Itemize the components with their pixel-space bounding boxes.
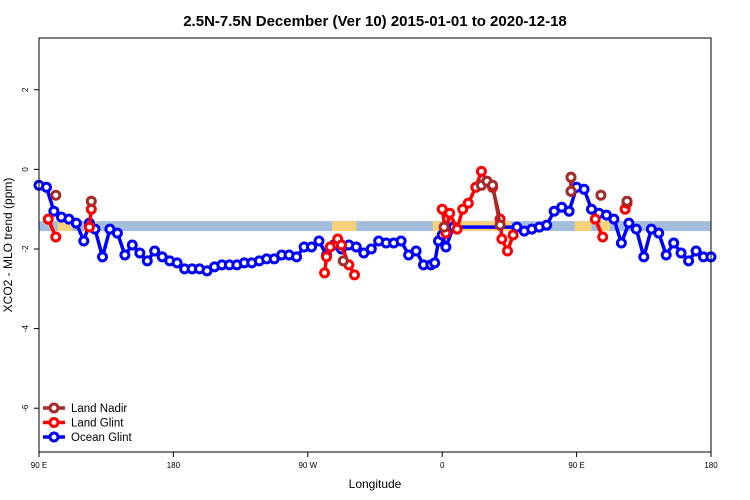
y-tick-label: 0 bbox=[21, 167, 30, 172]
ocean-glint-point bbox=[563, 205, 575, 217]
chart-title: 2.5N-7.5N December (Ver 10) 2015-01-01 t… bbox=[183, 13, 567, 30]
ocean-glint-point bbox=[350, 241, 362, 253]
ocean-glint-point bbox=[97, 251, 108, 263]
ocean-glint-point bbox=[660, 249, 672, 261]
y-axis: 2 0 -2 -4 -6 bbox=[21, 87, 39, 412]
land-nadir-point bbox=[595, 189, 607, 201]
x-axis: 90 E 180 90 W 0 90 E 180 bbox=[31, 452, 718, 470]
ocean-glint-point bbox=[365, 243, 377, 255]
land-glint-point bbox=[496, 233, 508, 245]
series-layer bbox=[33, 165, 717, 281]
land-coverage-segment bbox=[574, 221, 592, 232]
land-glint-point bbox=[349, 269, 360, 281]
land-glint-point bbox=[321, 251, 332, 263]
ocean-glint-point bbox=[141, 255, 153, 267]
ocean-glint-point bbox=[134, 247, 146, 259]
land-glint-point bbox=[319, 267, 331, 279]
land-nadir-series bbox=[50, 171, 633, 267]
ocean-glint-point bbox=[623, 217, 635, 229]
land-nadir-point bbox=[494, 219, 506, 231]
ocean-glint-point bbox=[578, 183, 590, 195]
legend-item: Land Nadir bbox=[43, 402, 127, 415]
ocean-glint-point bbox=[608, 213, 620, 225]
ocean-glint-point bbox=[653, 227, 665, 239]
land-nadir-point bbox=[438, 221, 450, 233]
ocean-coverage-band bbox=[39, 221, 711, 232]
x-tick-label: 180 bbox=[167, 461, 181, 470]
ocean-glint-point bbox=[638, 251, 650, 263]
ocean-glint-point bbox=[126, 239, 138, 251]
ocean-glint-point bbox=[291, 251, 303, 263]
legend-item: Ocean Glint bbox=[43, 431, 133, 444]
land-glint-point bbox=[475, 165, 487, 177]
ocean-glint-point bbox=[111, 227, 123, 239]
legend-swatch-marker bbox=[48, 431, 60, 443]
land-glint-point bbox=[50, 231, 62, 243]
land-nadir-point bbox=[621, 195, 633, 207]
ocean-glint-point bbox=[675, 247, 687, 259]
x-tick-label: 90 E bbox=[31, 461, 47, 470]
legend: Land Nadir Land Glint Ocean Glint bbox=[43, 402, 133, 444]
land-glint-point bbox=[589, 213, 601, 225]
ocean-glint-point bbox=[668, 237, 680, 249]
ocean-glint-point bbox=[149, 245, 161, 257]
ocean-glint-point bbox=[690, 245, 702, 257]
ocean-glint-point bbox=[70, 217, 82, 229]
legend-label: Ocean Glint bbox=[71, 432, 133, 444]
land-coverage-segment bbox=[57, 221, 73, 232]
x-tick-label: 180 bbox=[704, 461, 718, 470]
land-nadir-point bbox=[50, 189, 62, 201]
ocean-glint-point bbox=[630, 223, 642, 235]
land-glint-point bbox=[462, 197, 474, 209]
ocean-glint-point bbox=[429, 257, 441, 269]
ocean-glint-point bbox=[410, 245, 422, 257]
y-tick-label: -4 bbox=[21, 324, 30, 332]
x-tick-label: 90 E bbox=[568, 461, 584, 470]
land-glint-point bbox=[324, 241, 336, 253]
land-glint-point bbox=[507, 229, 519, 241]
ocean-glint-point bbox=[541, 219, 553, 231]
land-glint-point bbox=[83, 221, 95, 233]
legend-swatch-marker bbox=[48, 417, 60, 428]
land-nadir-point bbox=[487, 179, 499, 191]
land-glint-point bbox=[444, 207, 456, 219]
plot-frame bbox=[38, 37, 712, 453]
ocean-glint-point bbox=[395, 235, 407, 247]
legend-swatch-marker bbox=[48, 402, 60, 414]
land-nadir-point bbox=[337, 255, 349, 267]
y-axis-label: XCO2 - MLO trend (ppm) bbox=[1, 178, 15, 313]
ocean-glint-point bbox=[615, 237, 627, 249]
land-nadir-point bbox=[565, 171, 577, 183]
legend-item: Land Glint bbox=[43, 417, 124, 430]
ocean-glint-point bbox=[683, 255, 695, 267]
ocean-glint-point bbox=[48, 205, 60, 217]
land-coverage-segment bbox=[332, 221, 357, 232]
x-axis-label: Longitude bbox=[349, 477, 402, 491]
land-glint-point bbox=[502, 245, 513, 257]
y-tick-label: -6 bbox=[21, 404, 30, 412]
land-coverage-segment bbox=[432, 221, 441, 232]
ocean-glint-point bbox=[313, 235, 325, 247]
x-tick-label: 90 W bbox=[298, 461, 317, 470]
y-tick-label: -2 bbox=[21, 245, 30, 253]
x-tick-label: 0 bbox=[440, 461, 445, 470]
ocean-glint-point bbox=[41, 181, 52, 193]
ocean-glint-point bbox=[171, 257, 183, 269]
land-glint-point bbox=[335, 239, 347, 251]
land-coverage-segment bbox=[600, 221, 611, 232]
land-glint-point bbox=[42, 213, 54, 225]
land-nadir-point bbox=[85, 195, 97, 207]
legend-label: Land Nadir bbox=[71, 403, 127, 415]
y-tick-label: 2 bbox=[21, 87, 30, 92]
legend-label: Land Glint bbox=[71, 418, 124, 430]
ocean-glint-point bbox=[119, 249, 131, 261]
land-glint-point bbox=[451, 223, 463, 235]
ocean-glint-point bbox=[440, 241, 452, 253]
ocean-glint-point bbox=[306, 241, 317, 253]
land-glint-point bbox=[597, 231, 609, 243]
land-nadir-point bbox=[565, 185, 577, 197]
ocean-glint-point bbox=[78, 235, 90, 247]
